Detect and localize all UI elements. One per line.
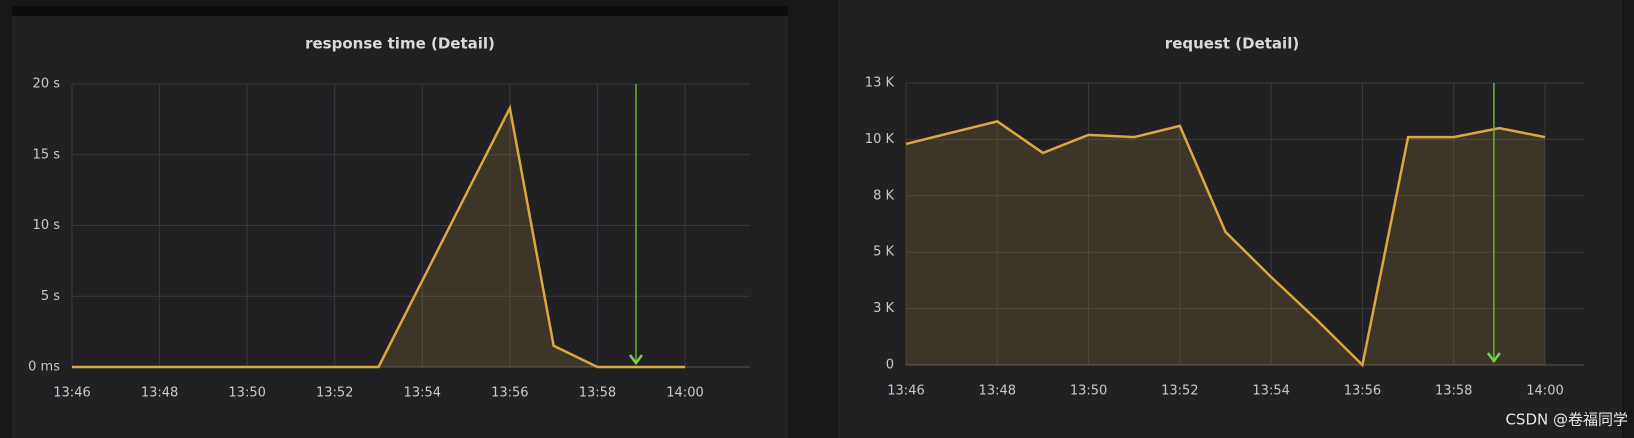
y-tick-label: 10 s — [33, 218, 61, 233]
y-tick-label: 0 ms — [28, 360, 60, 375]
x-tick-label: 13:48 — [141, 386, 178, 401]
x-tick-label: 13:56 — [491, 386, 528, 401]
x-tick-label: 13:46 — [53, 386, 90, 401]
y-tick-label: 13 K — [865, 76, 895, 91]
x-tick-label: 13:50 — [228, 386, 265, 401]
x-tick-label: 13:54 — [404, 386, 441, 401]
y-tick-label: 20 s — [33, 77, 61, 92]
annotation-marker — [628, 354, 643, 366]
x-tick-label: 13:58 — [579, 386, 616, 401]
y-tick-label: 5 K — [873, 245, 894, 260]
y-tick-label: 8 K — [873, 188, 894, 203]
x-tick-label: 14:00 — [666, 386, 703, 401]
chart-title: response time (Detail) — [305, 35, 495, 53]
chart-title: request (Detail) — [1165, 35, 1299, 53]
watermark: CSDN @卷福同学 — [1505, 411, 1628, 429]
y-tick-label: 0 — [886, 358, 894, 373]
y-tick-label: 15 s — [33, 147, 61, 162]
x-tick-label: 13:48 — [979, 384, 1016, 399]
panel-border — [12, 6, 788, 16]
x-tick-label: 13:54 — [1252, 384, 1289, 399]
panel — [12, 6, 788, 438]
area — [906, 121, 1545, 366]
line — [905, 120, 1546, 368]
x-tick-label: 13:58 — [1435, 384, 1472, 399]
annotation-marker — [1486, 352, 1501, 364]
y-tick-label: 10 K — [865, 132, 895, 147]
x-tick-label: 13:56 — [1344, 384, 1381, 399]
x-tick-label: 13:46 — [887, 384, 924, 399]
x-tick-label: 13:52 — [1161, 384, 1198, 399]
line — [72, 104, 685, 369]
area — [72, 108, 685, 368]
x-tick-label: 13:50 — [1070, 384, 1107, 399]
x-tick-label: 14:00 — [1526, 384, 1563, 399]
y-tick-label: 3 K — [873, 301, 894, 316]
x-tick-label: 13:52 — [316, 386, 353, 401]
y-tick-label: 5 s — [41, 289, 60, 304]
